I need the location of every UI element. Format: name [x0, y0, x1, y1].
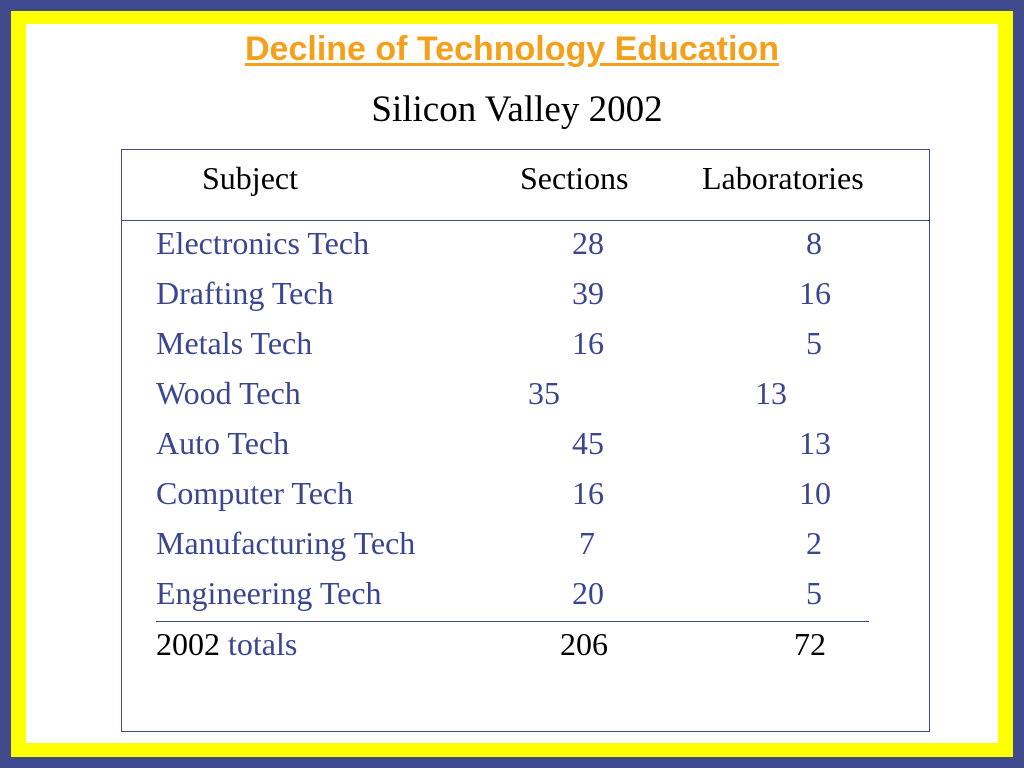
table-row-subject: Computer Tech [156, 475, 354, 511]
table-row-labs: 2 [806, 525, 822, 561]
header-subject: Subject [202, 160, 298, 196]
table-row-subject: Engineering Tech [156, 575, 382, 611]
table-row-labs: 5 [806, 325, 822, 361]
slide-background [26, 24, 998, 743]
table-row-labs: 5 [806, 575, 822, 611]
table-row-subject: Wood Tech [156, 375, 301, 411]
table-row-subject: Manufacturing Tech [156, 525, 416, 561]
header-sections: Sections [520, 160, 629, 196]
totals-year: 2002 [156, 626, 220, 662]
table-row-sections: 20 [572, 575, 604, 611]
table-row-sections: 39 [572, 275, 604, 311]
table-row-labs: 16 [799, 275, 831, 311]
table-row-sections: 35 [528, 375, 560, 411]
table-row-subject: Drafting Tech [156, 275, 334, 311]
totals-label: 2002 totals [156, 626, 297, 662]
slide-title: Decline of Technology Education [245, 30, 779, 68]
table-row-sections: 7 [579, 525, 595, 561]
table-row-labs: 13 [755, 375, 787, 411]
table-row-subject: Metals Tech [156, 325, 313, 361]
table-row-sections: 16 [572, 475, 604, 511]
totals-word: totals [228, 626, 298, 662]
table-row-subject: Electronics Tech [156, 225, 370, 261]
data-table [121, 149, 930, 732]
header-divider [121, 220, 929, 221]
totals-sections: 206 [560, 626, 608, 662]
table-row-labs: 13 [799, 425, 831, 461]
table-row-subject: Auto Tech [156, 425, 290, 461]
table-row-labs: 8 [806, 225, 822, 261]
table-row-sections: 16 [572, 325, 604, 361]
totals-labs: 72 [794, 626, 826, 662]
table-row-sections: 45 [572, 425, 604, 461]
slide-subtitle: Silicon Valley 2002 [371, 89, 663, 130]
table-row-labs: 10 [799, 475, 831, 511]
table-row-sections: 28 [572, 225, 604, 261]
header-laboratories: Laboratories [702, 160, 864, 196]
totals-divider [156, 621, 869, 622]
